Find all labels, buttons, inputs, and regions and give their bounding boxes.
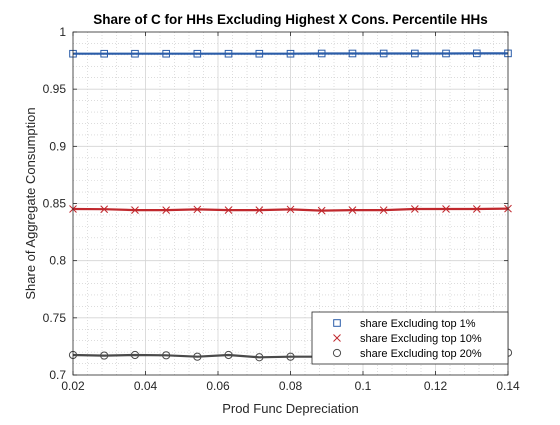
x-tick-label: 0.1 xyxy=(355,379,372,393)
y-tick-label: 1 xyxy=(59,25,66,39)
y-tick-label: 0.9 xyxy=(49,139,66,153)
legend-entry-label: share Excluding top 10% xyxy=(360,333,482,345)
x-tick-label: 0.04 xyxy=(134,379,158,393)
legend-entry-label: share Excluding top 20% xyxy=(360,348,482,360)
y-axis-label: Share of Aggregate Consumption xyxy=(23,107,38,299)
y-tick-label: 0.7 xyxy=(49,368,66,382)
y-tick-label: 0.95 xyxy=(43,82,67,96)
legend-entry-label: share Excluding top 1% xyxy=(360,318,476,330)
legend: share Excluding top 1% share Excluding to… xyxy=(312,312,508,364)
y-tick-label: 0.75 xyxy=(43,311,67,325)
x-tick-label: 0.12 xyxy=(424,379,448,393)
y-tick-label: 0.8 xyxy=(49,254,66,268)
chart-title: Share of C for HHs Excluding Highest X C… xyxy=(93,12,488,27)
y-tick-label: 0.85 xyxy=(43,197,67,211)
x-tick-label: 0.14 xyxy=(496,379,520,393)
x-tick-label: 0.06 xyxy=(206,379,230,393)
x-tick-label: 0.08 xyxy=(279,379,303,393)
x-axis-label: Prod Func Depreciation xyxy=(222,401,359,416)
